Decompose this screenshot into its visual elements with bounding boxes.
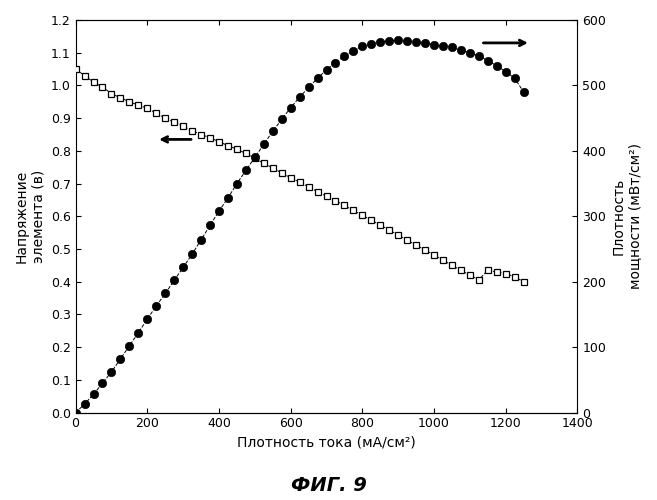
- Y-axis label: Напряжение
элемента (в): Напряжение элемента (в): [15, 170, 45, 263]
- Y-axis label: Плотность
мощности (мВт/см²): Плотность мощности (мВт/см²): [612, 144, 642, 290]
- X-axis label: Плотность тока (мА/см²): Плотность тока (мА/см²): [237, 436, 416, 450]
- Text: ФИГ. 9: ФИГ. 9: [290, 476, 367, 495]
